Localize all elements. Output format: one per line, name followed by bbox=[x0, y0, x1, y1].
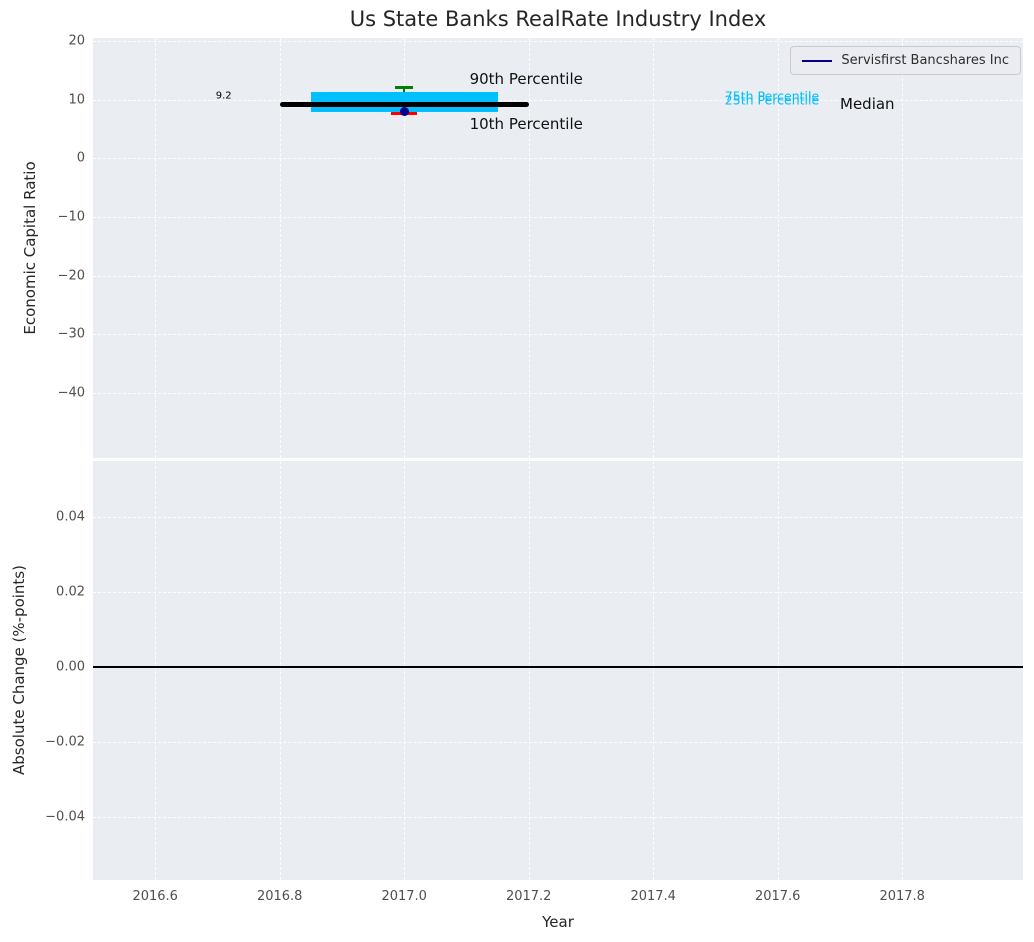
gridline-vertical bbox=[404, 38, 406, 458]
y-tick-label: −0.04 bbox=[45, 809, 85, 825]
gridline-horizontal bbox=[93, 99, 1023, 101]
y-tick-label: 0.02 bbox=[56, 584, 85, 600]
gridline-vertical bbox=[902, 461, 904, 880]
y-tick-label: 0 bbox=[76, 150, 85, 166]
top-plot-area: 9.2 90th Percentile 10th Percentile 75th Pe… bbox=[93, 38, 1023, 458]
gridline-vertical bbox=[902, 38, 904, 458]
gridline-vertical bbox=[279, 461, 281, 880]
y-tick-label: −30 bbox=[57, 326, 85, 342]
gridline-horizontal bbox=[93, 742, 1023, 743]
y-tick-label: 0.04 bbox=[56, 509, 85, 525]
y-tick-label: 10 bbox=[68, 92, 85, 108]
gridline-horizontal bbox=[93, 275, 1023, 277]
x-tick-label: 2016.6 bbox=[132, 889, 178, 904]
median-line bbox=[279, 101, 529, 108]
y-tick-label: −10 bbox=[57, 209, 85, 225]
p90-whisker-stem bbox=[403, 87, 405, 92]
x-tick-label: 2017.4 bbox=[630, 889, 676, 904]
x-tick-label: 2017.2 bbox=[505, 889, 552, 904]
gridline-vertical bbox=[653, 38, 655, 458]
annotation-10th-percentile: 10th Percentile bbox=[469, 114, 583, 133]
zero-line bbox=[93, 666, 1023, 668]
legend-line-sample bbox=[802, 59, 833, 62]
gridline-vertical bbox=[155, 461, 157, 880]
bottom-y-axis-label: Absolute Change (%-points) bbox=[10, 565, 28, 775]
chart-title: Us State Banks RealRate Industry Index bbox=[349, 7, 767, 31]
x-tick-label: 2016.8 bbox=[256, 889, 303, 904]
annotation-25th-percentile: 25th Percentile bbox=[724, 92, 820, 108]
gridline-vertical bbox=[155, 38, 157, 458]
gridline-horizontal bbox=[93, 516, 1023, 518]
gridline-vertical bbox=[404, 461, 406, 880]
bottom-plot-area bbox=[93, 461, 1023, 880]
legend: Servisfirst Bancshares Inc bbox=[790, 46, 1021, 75]
y-tick-label: −0.02 bbox=[45, 734, 85, 750]
top-y-axis-label: Economic Capital Ratio bbox=[21, 161, 39, 335]
gridline-vertical bbox=[528, 461, 530, 880]
legend-label: Servisfirst Bancshares Inc bbox=[841, 53, 1009, 68]
gridline-vertical bbox=[653, 461, 655, 880]
x-tick-label: 2017.6 bbox=[754, 889, 801, 904]
gridline-horizontal bbox=[93, 817, 1023, 818]
gridline-horizontal bbox=[93, 392, 1023, 394]
annotation-75th-percentile: 75th Percentile bbox=[724, 88, 820, 104]
gridline-horizontal bbox=[93, 334, 1023, 336]
x-axis-label: Year bbox=[542, 913, 574, 931]
y-tick-label: 0.00 bbox=[56, 659, 85, 675]
gridline-vertical bbox=[528, 38, 530, 458]
y-tick-label: 20 bbox=[68, 33, 85, 49]
y-tick-label: −40 bbox=[57, 385, 85, 401]
gridline-vertical bbox=[279, 38, 281, 458]
x-tick-label: 2017.0 bbox=[381, 889, 427, 904]
annotation-90th-percentile: 90th Percentile bbox=[469, 69, 583, 88]
gridline-vertical bbox=[777, 38, 779, 458]
annotation-median: Median bbox=[840, 94, 895, 113]
series-point-servisfirst-bancshares-inc bbox=[399, 107, 409, 117]
x-tick-label: 2017.8 bbox=[879, 889, 925, 904]
gridline-horizontal bbox=[93, 40, 1023, 42]
gridline-horizontal bbox=[93, 216, 1023, 218]
gridline-vertical bbox=[777, 461, 779, 880]
gridline-horizontal bbox=[93, 591, 1023, 593]
gridline-horizontal bbox=[93, 158, 1023, 160]
annotation-9.2: 9.2 bbox=[215, 90, 232, 101]
y-tick-label: −20 bbox=[57, 268, 85, 284]
p90-whisker-cap bbox=[395, 86, 414, 89]
